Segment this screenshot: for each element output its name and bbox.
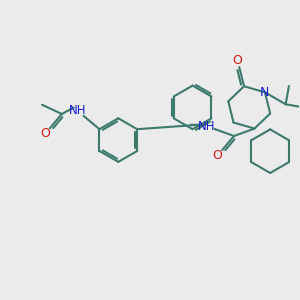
Text: O: O	[233, 54, 243, 67]
Text: N: N	[260, 86, 270, 99]
Text: O: O	[40, 127, 50, 140]
Text: NH: NH	[198, 120, 216, 133]
Text: O: O	[213, 149, 223, 162]
Text: NH: NH	[69, 104, 86, 117]
